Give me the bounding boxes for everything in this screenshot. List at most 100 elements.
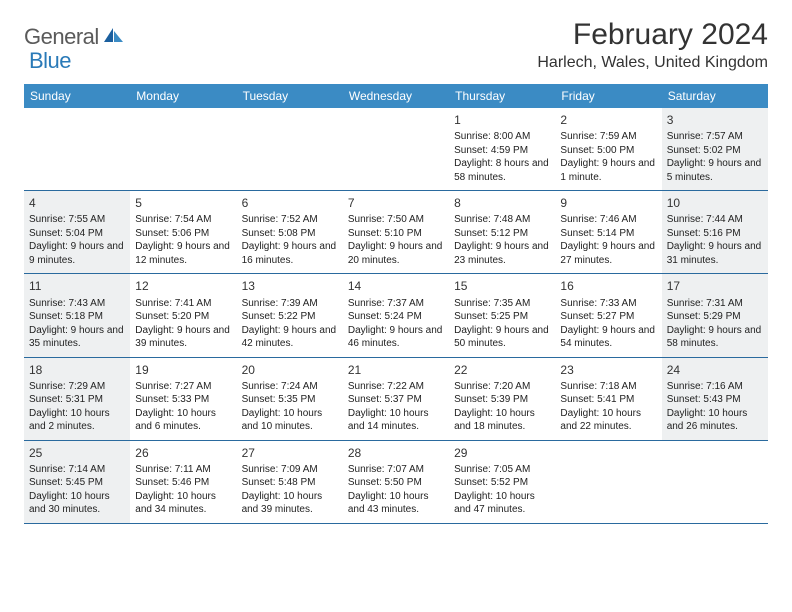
calendar-header-cell: Sunday xyxy=(24,84,130,108)
logo: General xyxy=(24,18,127,50)
sunrise-text: Sunrise: 7:39 AM xyxy=(242,297,338,311)
calendar-cell: 18Sunrise: 7:29 AMSunset: 5:31 PMDayligh… xyxy=(24,358,130,440)
day-number: 20 xyxy=(242,362,338,378)
day-number: 5 xyxy=(135,195,231,211)
calendar-cell: 27Sunrise: 7:09 AMSunset: 5:48 PMDayligh… xyxy=(237,441,343,523)
day-number: 19 xyxy=(135,362,231,378)
sunrise-text: Sunrise: 7:29 AM xyxy=(29,380,125,394)
calendar-cell xyxy=(662,441,768,523)
calendar-cell: 5Sunrise: 7:54 AMSunset: 5:06 PMDaylight… xyxy=(130,191,236,273)
sunset-text: Sunset: 5:41 PM xyxy=(560,393,656,407)
sunrise-text: Sunrise: 7:33 AM xyxy=(560,297,656,311)
sunset-text: Sunset: 5:14 PM xyxy=(560,227,656,241)
sunset-text: Sunset: 5:24 PM xyxy=(348,310,444,324)
sunset-text: Sunset: 5:00 PM xyxy=(560,144,656,158)
logo-sail-icon xyxy=(103,26,125,49)
daylight-text: Daylight: 9 hours and 1 minute. xyxy=(560,157,656,184)
sunrise-text: Sunrise: 7:11 AM xyxy=(135,463,231,477)
calendar-cell: 28Sunrise: 7:07 AMSunset: 5:50 PMDayligh… xyxy=(343,441,449,523)
calendar-cell: 10Sunrise: 7:44 AMSunset: 5:16 PMDayligh… xyxy=(662,191,768,273)
day-number: 25 xyxy=(29,445,125,461)
calendar-header-cell: Monday xyxy=(130,84,236,108)
calendar-cell: 21Sunrise: 7:22 AMSunset: 5:37 PMDayligh… xyxy=(343,358,449,440)
day-number: 3 xyxy=(667,112,763,128)
calendar-cell: 11 Sunrise: 7:43 AMSunset: 5:18 PMDayligh… xyxy=(24,274,130,356)
sunrise-text: Sunrise: 7:14 AM xyxy=(29,463,125,477)
day-number: 8 xyxy=(454,195,550,211)
sunset-text: Sunset: 5:08 PM xyxy=(242,227,338,241)
calendar-cell: 15Sunrise: 7:35 AMSunset: 5:25 PMDayligh… xyxy=(449,274,555,356)
calendar-header-row: SundayMondayTuesdayWednesdayThursdayFrid… xyxy=(24,84,768,108)
calendar: SundayMondayTuesdayWednesdayThursdayFrid… xyxy=(24,84,768,524)
page-header: General February 2024 Harlech, Wales, Un… xyxy=(24,18,768,72)
sunset-text: Sunset: 5:39 PM xyxy=(454,393,550,407)
day-number: 18 xyxy=(29,362,125,378)
calendar-cell: 6 Sunrise: 7:52 AMSunset: 5:08 PMDaylight… xyxy=(237,191,343,273)
day-number: 13 xyxy=(242,278,338,294)
daylight-text: Daylight: 9 hours and 42 minutes. xyxy=(242,324,338,351)
day-number: 21 xyxy=(348,362,444,378)
sunset-text: Sunset: 5:16 PM xyxy=(667,227,763,241)
calendar-cell: 8Sunrise: 7:48 AMSunset: 5:12 PMDaylight… xyxy=(449,191,555,273)
logo-text-blue: Blue xyxy=(29,48,71,73)
calendar-cell: 9Sunrise: 7:46 AMSunset: 5:14 PMDaylight… xyxy=(555,191,661,273)
calendar-header-cell: Saturday xyxy=(662,84,768,108)
daylight-text: Daylight: 9 hours and 20 minutes. xyxy=(348,240,444,267)
daylight-text: Daylight: 10 hours and 30 minutes. xyxy=(29,490,125,517)
daylight-text: Daylight: 9 hours and 58 minutes. xyxy=(667,324,763,351)
calendar-row: 1Sunrise: 8:00 AMSunset: 4:59 PMDaylight… xyxy=(24,108,768,191)
daylight-text: Daylight: 9 hours and 5 minutes. xyxy=(667,157,763,184)
sunset-text: Sunset: 5:06 PM xyxy=(135,227,231,241)
sunrise-text: Sunrise: 7:52 AM xyxy=(242,213,338,227)
calendar-cell: 29Sunrise: 7:05 AMSunset: 5:52 PMDayligh… xyxy=(449,441,555,523)
sunset-text: Sunset: 5:18 PM xyxy=(29,310,125,324)
daylight-text: Daylight: 9 hours and 54 minutes. xyxy=(560,324,656,351)
daylight-text: Daylight: 9 hours and 46 minutes. xyxy=(348,324,444,351)
sunrise-text: Sunrise: 7:44 AM xyxy=(667,213,763,227)
calendar-cell: 24Sunrise: 7:16 AMSunset: 5:43 PMDayligh… xyxy=(662,358,768,440)
calendar-page: General February 2024 Harlech, Wales, Un… xyxy=(0,0,792,524)
calendar-cell: 19Sunrise: 7:27 AMSunset: 5:33 PMDayligh… xyxy=(130,358,236,440)
day-number: 11 xyxy=(29,278,125,294)
sunset-text: Sunset: 5:50 PM xyxy=(348,476,444,490)
sunset-text: Sunset: 5:04 PM xyxy=(29,227,125,241)
sunrise-text: Sunrise: 7:59 AM xyxy=(560,130,656,144)
daylight-text: Daylight: 10 hours and 2 minutes. xyxy=(29,407,125,434)
sunrise-text: Sunrise: 7:50 AM xyxy=(348,213,444,227)
daylight-text: Daylight: 9 hours and 35 minutes. xyxy=(29,324,125,351)
sunrise-text: Sunrise: 7:43 AM xyxy=(29,297,125,311)
daylight-text: Daylight: 9 hours and 9 minutes. xyxy=(29,240,125,267)
day-number: 14 xyxy=(348,278,444,294)
day-number: 1 xyxy=(454,112,550,128)
sunrise-text: Sunrise: 7:07 AM xyxy=(348,463,444,477)
day-number: 6 xyxy=(242,195,338,211)
sunset-text: Sunset: 5:02 PM xyxy=(667,144,763,158)
day-number: 23 xyxy=(560,362,656,378)
sunset-text: Sunset: 5:33 PM xyxy=(135,393,231,407)
logo-blue-wrap: Blue xyxy=(31,48,71,74)
daylight-text: Daylight: 10 hours and 26 minutes. xyxy=(667,407,763,434)
calendar-row: 18Sunrise: 7:29 AMSunset: 5:31 PMDayligh… xyxy=(24,358,768,441)
daylight-text: Daylight: 9 hours and 23 minutes. xyxy=(454,240,550,267)
daylight-text: Daylight: 10 hours and 47 minutes. xyxy=(454,490,550,517)
day-number: 16 xyxy=(560,278,656,294)
calendar-cell xyxy=(343,108,449,190)
calendar-cell: 12Sunrise: 7:41 AMSunset: 5:20 PMDayligh… xyxy=(130,274,236,356)
logo-text-general: General xyxy=(24,24,99,50)
sunrise-text: Sunrise: 7:35 AM xyxy=(454,297,550,311)
daylight-text: Daylight: 9 hours and 16 minutes. xyxy=(242,240,338,267)
sunrise-text: Sunrise: 7:41 AM xyxy=(135,297,231,311)
day-number: 12 xyxy=(135,278,231,294)
daylight-text: Daylight: 10 hours and 43 minutes. xyxy=(348,490,444,517)
daylight-text: Daylight: 9 hours and 27 minutes. xyxy=(560,240,656,267)
calendar-cell: 23Sunrise: 7:18 AMSunset: 5:41 PMDayligh… xyxy=(555,358,661,440)
calendar-cell: 13Sunrise: 7:39 AMSunset: 5:22 PMDayligh… xyxy=(237,274,343,356)
sunset-text: Sunset: 5:46 PM xyxy=(135,476,231,490)
daylight-text: Daylight: 9 hours and 50 minutes. xyxy=(454,324,550,351)
calendar-cell: 4Sunrise: 7:55 AMSunset: 5:04 PMDaylight… xyxy=(24,191,130,273)
calendar-cell: 3Sunrise: 7:57 AMSunset: 5:02 PMDaylight… xyxy=(662,108,768,190)
sunrise-text: Sunrise: 7:31 AM xyxy=(667,297,763,311)
sunrise-text: Sunrise: 7:20 AM xyxy=(454,380,550,394)
day-number: 4 xyxy=(29,195,125,211)
calendar-row: 25Sunrise: 7:14 AMSunset: 5:45 PMDayligh… xyxy=(24,441,768,524)
